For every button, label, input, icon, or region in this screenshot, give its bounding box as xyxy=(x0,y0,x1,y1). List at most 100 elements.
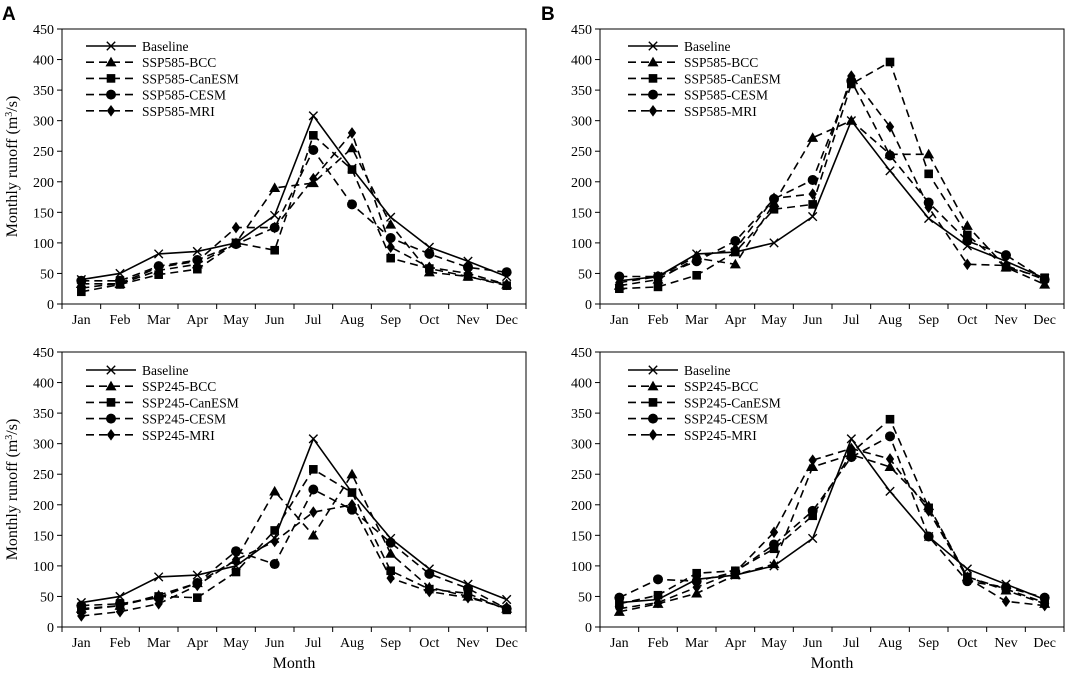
y-tick-label: 0 xyxy=(585,621,592,636)
y-axis-title: Monthly runoff (m3/s) xyxy=(4,419,22,561)
data-point xyxy=(807,505,818,516)
x-tick-label: Dec xyxy=(1033,313,1056,328)
data-point xyxy=(269,210,280,221)
legend-marker xyxy=(648,365,658,375)
data-point xyxy=(347,165,357,174)
data-point xyxy=(231,221,241,234)
data-point xyxy=(386,572,395,584)
data-point xyxy=(424,248,435,259)
data-point xyxy=(769,526,779,539)
series-ssp245-cesm xyxy=(76,484,512,614)
x-tick-label: Jan xyxy=(72,636,91,651)
data-point xyxy=(769,238,779,248)
legend-entry: SSP245-BCC xyxy=(684,379,758,394)
data-point xyxy=(653,590,663,600)
data-point xyxy=(615,276,624,289)
legend-marker xyxy=(106,429,116,441)
data-point xyxy=(425,261,434,274)
x-tick-label: Apr xyxy=(724,636,746,651)
y-tick-label: 450 xyxy=(33,23,54,38)
data-point xyxy=(885,120,895,133)
data-point xyxy=(924,201,933,214)
data-point xyxy=(193,264,202,274)
data-point xyxy=(270,526,279,535)
y-tick-label: 100 xyxy=(571,560,592,575)
series-ssp245-mri xyxy=(615,442,1049,615)
data-point xyxy=(425,585,434,598)
data-point xyxy=(692,581,701,594)
x-tick-label: May xyxy=(223,636,249,651)
series-ssp245-mri xyxy=(77,498,511,622)
data-point xyxy=(769,192,779,205)
x-tick-label: Mar xyxy=(685,313,709,328)
legend-entry: Baseline xyxy=(142,363,189,378)
x-tick-label: Jul xyxy=(305,636,321,651)
x-tick-label: Oct xyxy=(957,313,977,328)
data-point xyxy=(885,486,895,497)
data-point xyxy=(115,268,125,279)
data-point xyxy=(309,172,318,185)
y-tick-label: 150 xyxy=(571,529,592,544)
y-tick-label: 350 xyxy=(33,84,54,99)
data-point xyxy=(885,414,895,424)
data-point xyxy=(193,255,202,268)
y-tick-label: 100 xyxy=(33,237,54,252)
data-point xyxy=(153,249,164,259)
y-axis-title: Monthly runoff (m3/s) xyxy=(4,96,22,238)
y-tick-label: 400 xyxy=(33,377,54,392)
legend-entry: SSP245-CanESM xyxy=(142,395,239,410)
data-point xyxy=(463,267,473,280)
x-tick-label: Jan xyxy=(72,313,91,328)
data-point xyxy=(153,592,164,603)
data-point xyxy=(768,558,780,569)
data-point xyxy=(153,572,164,582)
data-point xyxy=(615,284,624,294)
data-point xyxy=(845,115,857,125)
data-point xyxy=(769,204,779,214)
data-point xyxy=(653,270,663,283)
data-point xyxy=(347,127,357,139)
data-point xyxy=(1040,599,1049,612)
legend-entry: Baseline xyxy=(684,39,731,54)
y-tick-label: 250 xyxy=(571,145,592,160)
series-line xyxy=(81,148,507,282)
data-point xyxy=(1001,259,1011,272)
legend-entry: SSP245-MRI xyxy=(684,428,757,443)
x-tick-label: Feb xyxy=(648,636,669,651)
data-point xyxy=(807,211,818,222)
legend-entry: SSP245-CanESM xyxy=(684,395,781,410)
series-ssp585-mri xyxy=(77,127,511,294)
legend-marker xyxy=(648,89,658,100)
data-point xyxy=(308,434,319,444)
x-tick-label: Jul xyxy=(305,313,321,328)
data-point xyxy=(885,431,895,442)
data-point xyxy=(614,592,625,603)
data-point xyxy=(769,539,779,550)
x-tick-label: Feb xyxy=(110,313,131,328)
data-point xyxy=(308,484,319,495)
data-point xyxy=(885,166,895,176)
data-point xyxy=(961,220,973,230)
series-line xyxy=(81,437,507,604)
series-line xyxy=(81,146,507,286)
y-tick-label: 350 xyxy=(571,84,592,99)
data-point xyxy=(346,142,358,153)
series-line xyxy=(81,133,507,293)
x-tick-label: Mar xyxy=(147,313,171,328)
data-point xyxy=(231,567,241,577)
data-point xyxy=(115,605,125,618)
x-tick-label: Mar xyxy=(147,636,171,651)
data-point xyxy=(347,488,357,497)
x-tick-label: Mar xyxy=(685,636,709,651)
data-point xyxy=(386,241,395,253)
data-point xyxy=(846,434,857,444)
legend-marker xyxy=(648,74,658,83)
data-point xyxy=(193,593,202,602)
data-point xyxy=(308,145,319,155)
y-tick-label: 250 xyxy=(33,468,54,483)
data-point xyxy=(76,275,87,286)
chart-a-ssp245: 0 50 100 150 200 250 300 350 400 450 Jan Feb Mar Apr M… xyxy=(4,346,527,672)
y-tick-label: 350 xyxy=(33,407,54,422)
